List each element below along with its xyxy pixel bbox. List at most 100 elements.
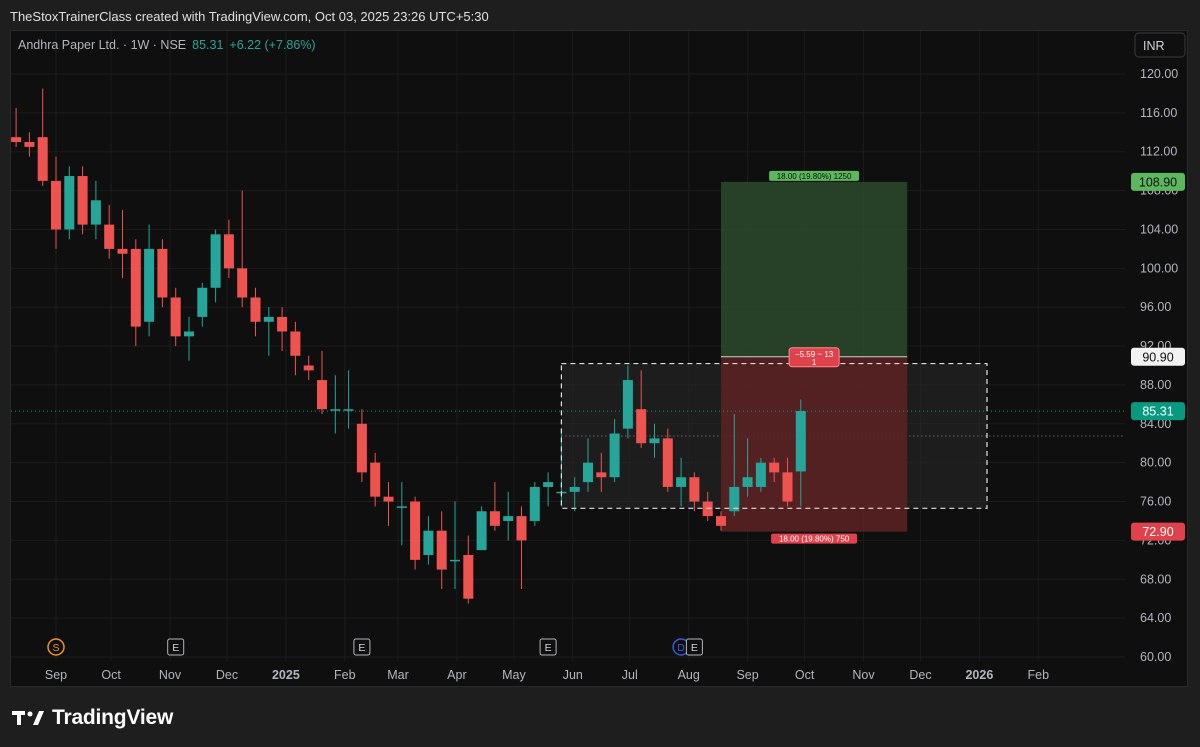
candle-body[interactable]	[263, 316, 274, 322]
currency-label: INR	[1143, 39, 1165, 53]
candle-body[interactable]	[396, 506, 407, 508]
candle-body[interactable]	[184, 331, 194, 337]
candle-body[interactable]	[104, 224, 115, 249]
chart-frame[interactable]	[10, 30, 1188, 687]
candle-body[interactable]	[583, 462, 593, 483]
candle-body[interactable]	[356, 423, 367, 473]
x-tick-label: Nov	[852, 668, 875, 682]
candle-body[interactable]	[144, 248, 155, 322]
candle-body[interactable]	[516, 516, 527, 541]
candle-body[interactable]	[117, 248, 128, 254]
earnings-marker[interactable]	[167, 638, 185, 656]
candle-body[interactable]	[157, 248, 168, 298]
pnl-label-bg	[788, 347, 840, 368]
candle-body[interactable]	[609, 433, 620, 478]
candle-body[interactable]	[529, 486, 540, 521]
tradingview-logo[interactable]: TradingView	[12, 706, 173, 730]
earnings-marker[interactable]	[539, 638, 557, 656]
candle-body[interactable]	[277, 316, 288, 332]
x-tick-label: Feb	[334, 668, 356, 682]
candle-body[interactable]	[51, 180, 61, 230]
candle-body[interactable]	[476, 511, 487, 551]
candle-body[interactable]	[742, 477, 753, 487]
split-marker[interactable]	[47, 638, 65, 656]
earnings-marker-label: E	[358, 642, 365, 654]
x-tick-label: 2026	[965, 668, 993, 682]
earnings-marker[interactable]	[685, 638, 703, 656]
y-tick-label: 96.00	[1140, 300, 1171, 314]
candle-body[interactable]	[489, 511, 500, 526]
candle-body[interactable]	[729, 486, 740, 512]
currency-button[interactable]	[1134, 32, 1186, 58]
x-tick-label: Dec	[216, 668, 238, 682]
candle-body[interactable]	[0, 137, 8, 224]
candle-body[interactable]	[383, 496, 394, 502]
candle-body[interactable]	[290, 331, 301, 356]
candle-body[interactable]	[649, 438, 660, 444]
price-tag-entry-bg	[1131, 347, 1185, 366]
candle-body[interactable]	[64, 176, 75, 230]
candle-body[interactable]	[90, 200, 101, 225]
candles-group	[0, 88, 806, 604]
stop-label-bg	[771, 533, 858, 544]
target-zone[interactable]	[721, 181, 908, 357]
candle-body[interactable]	[237, 268, 248, 298]
y-tick-label: 116.00	[1140, 106, 1177, 120]
candle-body[interactable]	[303, 365, 314, 371]
y-tick-label: 120.00	[1140, 67, 1178, 81]
candle-body[interactable]	[370, 462, 381, 497]
target-label: 18.00 (19.80%) 1250	[777, 172, 852, 181]
candle-body[interactable]	[755, 462, 766, 487]
candle-body[interactable]	[689, 477, 700, 502]
pnl-label-line2: 1	[812, 358, 817, 367]
stop-label: 18.00 (19.80%) 750	[779, 535, 850, 544]
earnings-marker-label: E	[172, 642, 179, 654]
candle-body[interactable]	[24, 142, 35, 147]
candle-body[interactable]	[463, 554, 474, 599]
candle-body[interactable]	[503, 516, 514, 521]
price-tag-target-bg	[1131, 172, 1185, 191]
earnings-marker-label: E	[691, 642, 698, 654]
y-tick-label: 64.00	[1140, 611, 1171, 625]
candle-body[interactable]	[622, 380, 633, 429]
candle-body[interactable]	[423, 530, 434, 555]
candle-body[interactable]	[330, 409, 341, 411]
candle-body[interactable]	[436, 530, 447, 570]
candle-body[interactable]	[130, 248, 141, 327]
candle-body[interactable]	[11, 137, 22, 143]
dividend-marker-label: D	[677, 642, 685, 654]
stop-zone[interactable]	[721, 356, 908, 532]
candle-body[interactable]	[77, 176, 88, 225]
candle-body[interactable]	[676, 477, 687, 487]
pnl-label-line1: −5.59 ~ 13	[795, 350, 834, 359]
price-tag-target: 108.90	[1139, 175, 1177, 189]
candle-body[interactable]	[343, 409, 354, 411]
candle-body[interactable]	[317, 380, 327, 410]
candle-body[interactable]	[769, 462, 780, 473]
x-tick-label: Oct	[795, 668, 815, 682]
candle-body[interactable]	[636, 409, 647, 444]
candle-body[interactable]	[795, 411, 806, 472]
candle-body[interactable]	[223, 234, 234, 269]
earnings-marker[interactable]	[353, 638, 371, 656]
candle-body[interactable]	[250, 297, 261, 322]
candle-body[interactable]	[662, 438, 673, 487]
y-tick-label: 112.00	[1140, 145, 1177, 159]
earnings-marker-label: E	[545, 642, 552, 654]
candle-body[interactable]	[782, 472, 793, 502]
range-box-border[interactable]	[560, 362, 988, 509]
candle-body[interactable]	[197, 287, 208, 317]
candle-body[interactable]	[596, 472, 607, 478]
candlestick-chart[interactable]: 120.00116.00112.00108.00104.00100.0096.0…	[0, 0, 1200, 690]
candle-body[interactable]	[210, 234, 221, 288]
candle-body[interactable]	[569, 486, 580, 492]
candle-body[interactable]	[170, 297, 181, 337]
candle-body[interactable]	[37, 137, 48, 181]
candle-body[interactable]	[410, 501, 421, 560]
candle-body[interactable]	[716, 516, 726, 526]
y-tick-label: 104.00	[1140, 222, 1178, 236]
price-tag-stop: 72.90	[1142, 525, 1173, 539]
candle-body[interactable]	[543, 482, 554, 487]
x-tick-label: May	[502, 668, 526, 682]
candle-body[interactable]	[450, 559, 460, 562]
